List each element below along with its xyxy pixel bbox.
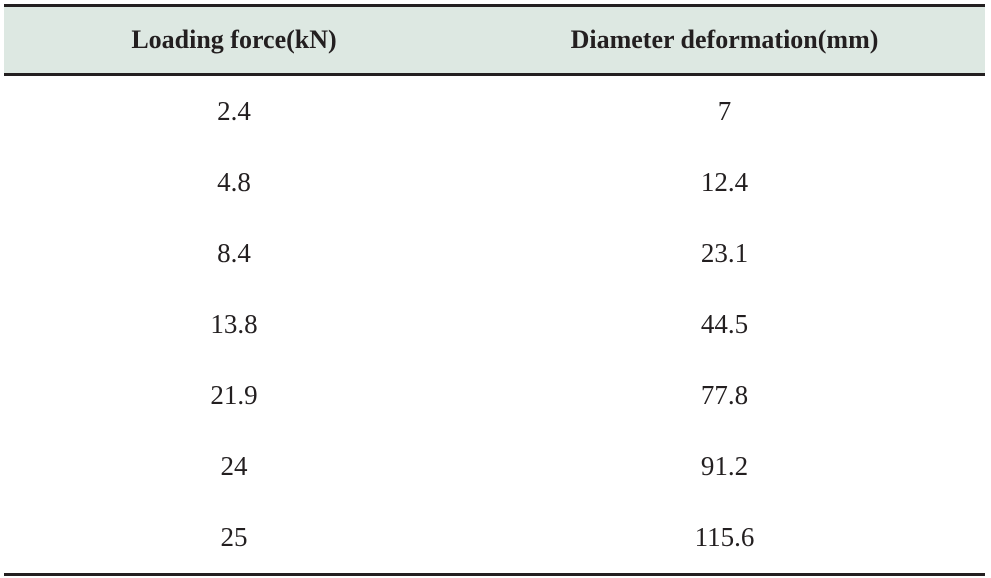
cell-loading-force: 21.9 xyxy=(210,380,258,410)
cell-diameter-deformation: 77.8 xyxy=(700,380,749,410)
header-diameter-deformation: Diameter deformation(mm) xyxy=(570,25,879,54)
cell-diameter-deformation: 44.5 xyxy=(700,309,749,339)
data-table-container: Loading force(kN) Diameter deformation(m… xyxy=(4,4,985,576)
cell-diameter-deformation: 91.2 xyxy=(700,451,749,481)
cell-diameter-deformation: 115.6 xyxy=(694,522,755,552)
data-table: Loading force(kN) Diameter deformation(m… xyxy=(4,4,985,576)
cell-loading-force: 4.8 xyxy=(217,167,251,197)
table-row: 21.9 77.8 xyxy=(4,360,985,431)
cell-loading-force: 24 xyxy=(220,451,248,481)
header-row: Loading force(kN) Diameter deformation(m… xyxy=(4,5,985,75)
table-row: 13.8 44.5 xyxy=(4,289,985,360)
table-header: Loading force(kN) Diameter deformation(m… xyxy=(4,5,985,75)
cell-loading-force: 13.8 xyxy=(210,309,258,339)
cell-loading-force: 2.4 xyxy=(217,96,251,126)
table-row: 24 91.2 xyxy=(4,431,985,502)
cell-diameter-deformation: 23.1 xyxy=(700,238,749,268)
table-row: 25 115.6 xyxy=(4,502,985,575)
table-row: 2.4 7 xyxy=(4,75,985,148)
cell-diameter-deformation: 7 xyxy=(717,96,732,126)
table-body: 2.4 7 4.8 12.4 8.4 23.1 13.8 44.5 21.9 7… xyxy=(4,75,985,575)
cell-loading-force: 8.4 xyxy=(217,238,251,268)
table-row: 4.8 12.4 xyxy=(4,147,985,218)
table-row: 8.4 23.1 xyxy=(4,218,985,289)
cell-loading-force: 25 xyxy=(220,522,248,552)
header-loading-force: Loading force(kN) xyxy=(131,25,337,54)
cell-diameter-deformation: 12.4 xyxy=(700,167,749,197)
